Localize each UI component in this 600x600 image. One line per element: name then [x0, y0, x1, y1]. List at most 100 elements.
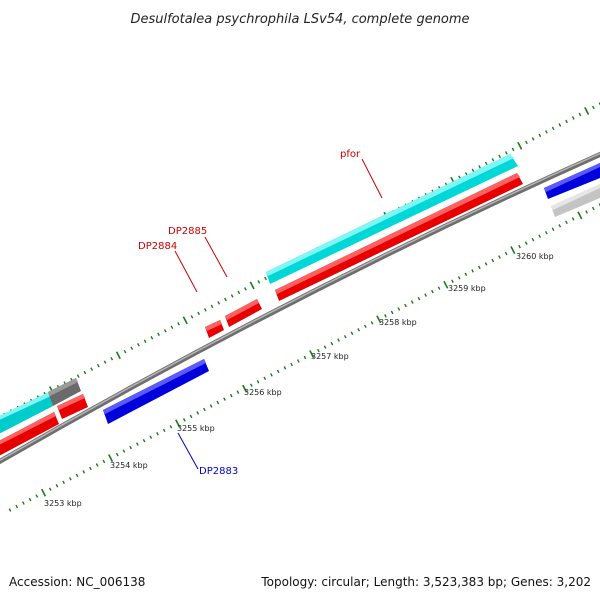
major-tick	[309, 350, 315, 358]
minor-tick	[142, 438, 146, 443]
minor-tick	[504, 151, 508, 155]
minor-tick	[544, 230, 548, 235]
minor-tick	[296, 359, 300, 363]
gene-left-cyan[interactable]	[0, 392, 53, 436]
minor-tick	[216, 400, 220, 405]
minor-tick	[410, 300, 414, 304]
minor-tick	[283, 366, 287, 370]
minor-tick	[545, 130, 548, 134]
gene-left-red-small[interactable]	[57, 394, 88, 419]
gene-dp2884[interactable]	[205, 320, 224, 338]
minor-tick	[317, 348, 320, 353]
minor-tick	[264, 276, 267, 281]
gene-label-pfor: pfor	[340, 149, 361, 160]
minor-tick	[491, 258, 495, 263]
gene-blue-right[interactable]	[544, 163, 600, 199]
minor-tick	[90, 367, 94, 371]
major-tick	[577, 211, 583, 220]
gene-left-red-large[interactable]	[0, 412, 59, 458]
minor-tick	[189, 414, 193, 419]
minor-tick	[303, 355, 307, 360]
minor-tick	[384, 314, 387, 318]
minor-tick	[22, 501, 25, 505]
major-tick	[40, 488, 47, 497]
minor-tick	[182, 418, 186, 422]
gene-pfor-red[interactable]	[275, 173, 523, 301]
minor-tick	[110, 356, 114, 361]
gene-dp2885[interactable]	[225, 299, 262, 327]
minor-tick	[137, 342, 140, 347]
major-tick	[107, 454, 114, 462]
minor-tick	[390, 310, 394, 315]
minor-tick	[551, 227, 555, 232]
kbp-label-3257: 3257 kbp	[311, 352, 349, 361]
major-tick	[517, 141, 523, 150]
minor-tick	[196, 411, 200, 415]
major-tick	[443, 280, 449, 289]
minor-tick	[115, 452, 119, 457]
minor-tick	[437, 286, 441, 290]
gene-pfor-cyan[interactable]	[266, 154, 518, 284]
gene-dp2883[interactable]	[103, 359, 209, 424]
major-tick	[242, 384, 248, 393]
minor-tick	[531, 237, 535, 242]
minor-tick	[397, 307, 401, 311]
minor-tick	[370, 321, 374, 325]
kbp-label-3260: 3260 kbp	[516, 252, 554, 261]
minor-tick	[83, 370, 87, 375]
kbp-label-3254: 3254 kbp	[110, 461, 148, 470]
minor-tick	[223, 397, 226, 401]
minor-tick	[330, 341, 334, 346]
minor-tick	[558, 224, 562, 228]
minor-tick	[585, 210, 588, 214]
gene-label-dp2885: DP2885	[168, 226, 207, 237]
minor-tick	[244, 287, 247, 291]
minor-tick	[48, 487, 52, 491]
minor-tick	[203, 308, 207, 312]
minor-tick	[538, 133, 542, 138]
minor-tick	[15, 504, 19, 509]
minor-tick	[457, 276, 461, 280]
gene-left-grey[interactable]	[48, 378, 81, 406]
minor-tick	[35, 494, 39, 498]
minor-tick	[209, 404, 213, 408]
major-tick	[175, 419, 181, 428]
minor-tick	[491, 158, 495, 162]
minor-tick	[130, 346, 134, 350]
pfor-leader-line	[361, 158, 383, 199]
minor-tick	[136, 442, 139, 446]
minor-tick	[551, 126, 555, 131]
genome-backbone-highlight	[0, 152, 600, 462]
minor-tick	[143, 339, 147, 344]
minor-tick	[237, 290, 241, 295]
minor-tick	[190, 315, 194, 319]
major-tick	[510, 246, 516, 254]
minor-tick	[565, 119, 568, 124]
minor-tick	[103, 360, 107, 364]
gene-label-dp2884: DP2884	[138, 241, 177, 252]
minor-tick	[170, 325, 174, 330]
minor-tick	[343, 334, 347, 339]
minor-tick	[471, 269, 474, 273]
accession-text: Accession: NC_006138	[9, 575, 145, 589]
minor-tick	[229, 393, 233, 398]
major-tick	[249, 281, 255, 290]
dp2883-leader-line	[177, 432, 199, 470]
minor-tick	[431, 289, 434, 294]
minor-tick	[75, 473, 79, 478]
minor-tick	[270, 373, 273, 377]
minor-tick	[357, 328, 361, 332]
map-title: Desulfotalea psychrophila LSv54, complet…	[130, 12, 469, 27]
minor-tick	[149, 435, 153, 439]
minor-tick	[565, 220, 568, 225]
minor-tick	[177, 322, 180, 326]
minor-tick	[477, 265, 481, 270]
minor-tick	[157, 332, 160, 337]
minor-tick	[498, 154, 502, 159]
kbp-label-3258: 3258 kbp	[379, 318, 417, 327]
gene-grey-right[interactable]	[551, 184, 600, 217]
minor-tick	[122, 449, 126, 453]
outer-tick-track	[3, 102, 600, 417]
kbp-label-3255: 3255 kbp	[177, 424, 215, 433]
